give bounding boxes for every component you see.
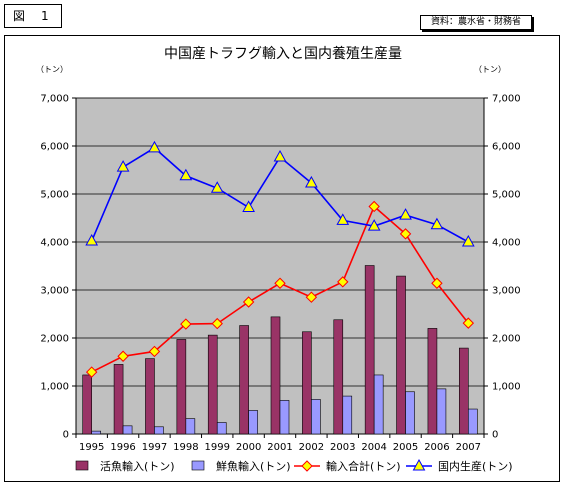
bar-1	[427, 328, 438, 435]
y-left-tick-label: 6,000	[40, 142, 69, 153]
legend-swatch	[75, 460, 89, 471]
bar-2	[91, 430, 101, 435]
y-left-tick-label: 2,000	[40, 334, 69, 345]
triangle-marker	[116, 160, 130, 172]
triangle-marker	[430, 217, 444, 230]
x-tick-label: 2004	[361, 442, 386, 453]
x-tick-label: 2000	[236, 442, 261, 453]
diamond-marker	[431, 277, 443, 289]
y-right-tick-label: 3,000	[492, 286, 521, 297]
diamond-marker	[180, 318, 192, 330]
diamond-marker	[85, 366, 98, 378]
bar-2	[122, 425, 133, 435]
diamond-marker	[148, 345, 161, 358]
y-right-tick-label: 7,000	[492, 94, 521, 105]
y-right-tick-label: 4,000	[492, 238, 521, 249]
diamond-marker	[368, 200, 380, 213]
triangle-marker	[85, 234, 99, 246]
triangle-marker	[305, 175, 318, 188]
bar-2	[468, 408, 478, 435]
x-tick-label: 1998	[173, 442, 198, 453]
triangle-marker	[210, 181, 224, 193]
triangle-marker	[461, 234, 475, 247]
y-left-tick-label: 7,000	[40, 94, 69, 105]
legend-diamond-marker	[301, 460, 313, 472]
chart-frame	[4, 35, 560, 482]
bar-2	[279, 400, 290, 435]
source-note: 資料：農水省・財務省	[420, 15, 532, 30]
bar-1	[207, 334, 218, 435]
y-left-tick-label: 4,000	[40, 238, 69, 249]
bar-2	[248, 410, 258, 435]
bar-1	[459, 347, 469, 435]
triangle-marker	[399, 208, 412, 220]
legend-swatch	[191, 460, 205, 471]
chart-title: 中国産トラフグ輸入と国内養殖生産量	[164, 45, 402, 62]
triangle-marker	[367, 219, 381, 231]
x-tick-label: 2006	[424, 442, 449, 453]
y-right-tick-label: 1,000	[492, 382, 521, 393]
bar-2	[373, 374, 384, 435]
diamond-marker	[399, 228, 412, 240]
y-right-tick-label: 5,000	[492, 190, 521, 201]
y-left-tick-label: 3,000	[40, 286, 69, 297]
diamond-marker	[117, 350, 129, 362]
x-tick-label: 2002	[299, 442, 324, 453]
bar-1	[333, 319, 344, 435]
triangle-marker	[273, 150, 287, 162]
legend-label: 活魚輸入(トン)	[100, 459, 175, 473]
figure-label: 図 1	[4, 4, 62, 28]
y-right-tick-label: 2,000	[492, 334, 521, 345]
triangle-marker	[242, 200, 255, 212]
y-right-tick-label: 6,000	[492, 142, 521, 153]
bar-1	[302, 331, 312, 435]
y-axis-right-unit: （トン）	[474, 65, 506, 74]
x-tick-label: 2003	[330, 442, 355, 453]
bar-2	[154, 426, 164, 435]
y-axis-left-unit: （トン）	[36, 65, 68, 74]
x-tick-label: 1996	[110, 442, 135, 453]
bar-1	[239, 325, 249, 435]
bar-2	[185, 418, 196, 435]
diamond-marker	[274, 277, 286, 289]
x-tick-label: 2001	[267, 442, 292, 453]
bar-1	[270, 316, 281, 435]
x-tick-label: 1995	[79, 442, 104, 453]
bar-2	[216, 422, 227, 435]
triangle-marker	[336, 213, 350, 225]
bar-2	[311, 399, 321, 435]
bar-1	[176, 339, 187, 435]
y-left-tick-label: 1,000	[40, 382, 69, 393]
x-tick-label: 1999	[205, 442, 230, 453]
legend-label: 鮮魚輸入(トン)	[216, 459, 291, 473]
bar-1	[82, 374, 92, 435]
diamond-marker	[305, 291, 318, 303]
bar-1	[364, 265, 375, 435]
source-note-shadow	[422, 17, 534, 32]
x-tick-label: 1997	[142, 442, 167, 453]
diamond-marker	[242, 296, 255, 308]
legend-triangle-marker	[412, 458, 426, 471]
bar-1	[113, 364, 124, 435]
legend-label: 国内生産(トン)	[438, 459, 513, 473]
triangle-marker	[148, 140, 161, 153]
bar-1	[396, 275, 406, 435]
bar-2	[405, 391, 415, 435]
bar-1	[145, 358, 155, 435]
x-tick-label: 2007	[456, 442, 481, 453]
bar-2	[342, 395, 353, 435]
triangle-marker	[179, 168, 193, 181]
diamond-marker	[462, 317, 475, 329]
diamond-marker	[211, 317, 223, 330]
y-left-tick-label: 0	[63, 430, 69, 441]
x-tick-label: 2005	[393, 442, 418, 453]
legend-label: 輸入合計(トン)	[326, 459, 401, 473]
diamond-marker	[337, 276, 349, 288]
y-right-tick-label: 0	[492, 430, 498, 441]
bar-2	[436, 388, 447, 435]
y-left-tick-label: 5,000	[40, 190, 69, 201]
